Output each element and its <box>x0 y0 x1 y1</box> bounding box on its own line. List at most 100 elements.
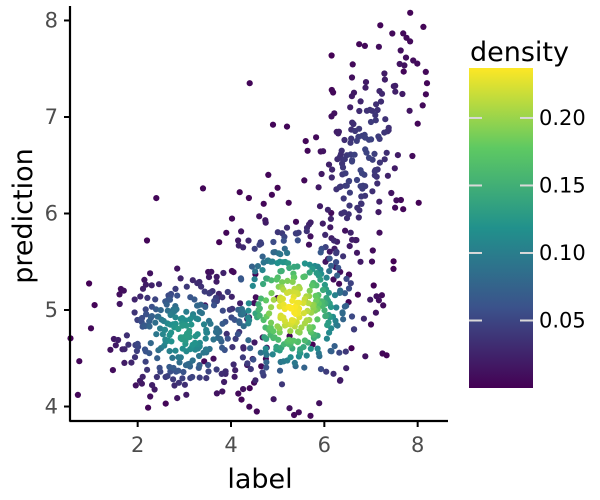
x-tick-label: 2 <box>131 433 144 457</box>
data-point <box>279 279 286 286</box>
data-point <box>368 258 376 265</box>
data-point <box>149 382 156 389</box>
data-point <box>205 361 212 369</box>
data-point <box>240 309 247 316</box>
data-point <box>196 362 203 369</box>
data-point <box>226 306 233 313</box>
data-point <box>268 277 275 284</box>
data-point <box>270 238 277 246</box>
data-point <box>213 273 220 280</box>
data-point <box>198 283 205 290</box>
data-point <box>317 276 324 283</box>
data-point <box>163 301 170 308</box>
data-point <box>362 353 369 360</box>
data-point <box>172 347 179 354</box>
data-point <box>276 367 284 374</box>
data-point <box>280 314 287 321</box>
data-point <box>246 403 253 410</box>
data-point <box>407 38 414 45</box>
data-point <box>369 188 376 195</box>
data-point <box>390 258 397 265</box>
data-point <box>339 164 347 171</box>
data-point <box>203 329 210 336</box>
data-point <box>358 200 365 207</box>
data-point <box>291 359 298 366</box>
data-point <box>371 150 378 157</box>
data-point <box>283 289 291 296</box>
data-point <box>189 357 196 364</box>
data-point <box>317 366 325 373</box>
data-point <box>239 354 246 361</box>
data-point <box>277 251 284 258</box>
data-point <box>328 174 335 181</box>
data-point <box>341 303 348 310</box>
data-point <box>378 90 386 97</box>
data-point <box>223 229 230 236</box>
data-point <box>128 359 135 366</box>
data-point <box>263 335 270 342</box>
colorbar-legend: density 0.05 0.10 0.15 0.20 <box>469 37 586 388</box>
data-point <box>162 400 169 407</box>
data-point <box>266 310 273 317</box>
y-axis-title: prediction <box>8 148 39 283</box>
data-point <box>372 117 379 124</box>
data-point <box>210 355 217 362</box>
data-point <box>378 292 385 299</box>
data-point <box>228 293 235 300</box>
data-point <box>295 409 302 416</box>
data-point <box>306 287 313 294</box>
data-point <box>154 355 161 362</box>
data-point <box>240 344 247 351</box>
data-point <box>219 307 226 314</box>
data-point <box>373 101 380 108</box>
y-tick-label: 5 <box>45 298 58 322</box>
data-point <box>279 295 286 302</box>
data-point <box>336 280 343 287</box>
data-point <box>320 148 327 155</box>
data-point <box>254 263 261 270</box>
data-point <box>125 341 132 348</box>
data-point <box>283 123 291 130</box>
data-point <box>148 282 155 289</box>
data-point <box>251 339 258 346</box>
data-point <box>388 189 395 197</box>
data-point <box>257 349 264 356</box>
data-point <box>147 340 154 347</box>
data-point <box>248 263 256 270</box>
data-point <box>331 343 338 350</box>
data-point <box>268 191 275 198</box>
data-point <box>369 247 376 254</box>
data-point <box>367 296 374 303</box>
data-point <box>245 300 252 307</box>
data-point <box>270 296 277 303</box>
data-point <box>170 364 177 372</box>
x-tick-label: 6 <box>318 433 331 457</box>
data-point <box>420 23 427 30</box>
data-point <box>326 255 333 262</box>
data-point <box>389 30 396 37</box>
data-point <box>291 309 298 316</box>
data-point <box>330 237 338 244</box>
data-point <box>284 249 291 257</box>
legend-title: density <box>470 37 569 68</box>
data-point <box>349 236 356 243</box>
data-point <box>164 373 171 380</box>
data-point <box>274 323 281 330</box>
data-point <box>353 249 361 256</box>
data-point <box>167 311 174 319</box>
data-point <box>337 183 344 190</box>
data-point <box>348 93 355 100</box>
data-point <box>230 361 237 368</box>
data-point <box>267 324 274 331</box>
data-point <box>381 129 388 136</box>
data-point <box>301 337 308 344</box>
data-point <box>373 293 380 300</box>
data-point <box>400 206 407 213</box>
data-point <box>392 88 399 95</box>
data-point <box>146 318 153 325</box>
data-point <box>419 102 426 109</box>
y-tick-label: 7 <box>45 105 58 129</box>
data-point <box>351 151 358 158</box>
data-point <box>153 331 160 338</box>
data-point <box>422 68 429 75</box>
